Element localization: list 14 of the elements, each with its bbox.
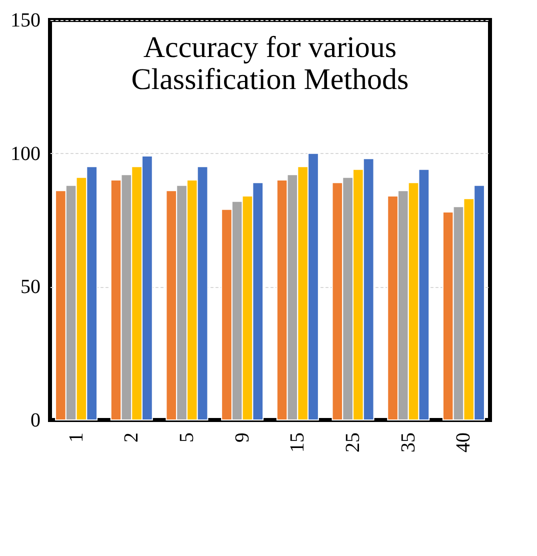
text: Accuracy for various bbox=[143, 31, 397, 64]
x-tick-label: 5 bbox=[176, 432, 198, 442]
text: Classification Methods bbox=[131, 63, 409, 96]
y-tick-label: 0 bbox=[30, 410, 40, 432]
x-tick-label: 9 bbox=[231, 432, 254, 442]
x-tick-label: 35 bbox=[397, 432, 420, 452]
x-tick-label: 15 bbox=[286, 432, 309, 452]
x-tick-label: 25 bbox=[342, 432, 364, 452]
x-tick-label: 40 bbox=[452, 432, 475, 452]
y-tick-label: 150 bbox=[10, 10, 40, 32]
x-tick-label: 2 bbox=[120, 432, 143, 442]
y-tick-label: 100 bbox=[10, 142, 40, 165]
x-tick-label: 1 bbox=[65, 432, 88, 442]
y-tick-label: 50 bbox=[20, 276, 40, 298]
